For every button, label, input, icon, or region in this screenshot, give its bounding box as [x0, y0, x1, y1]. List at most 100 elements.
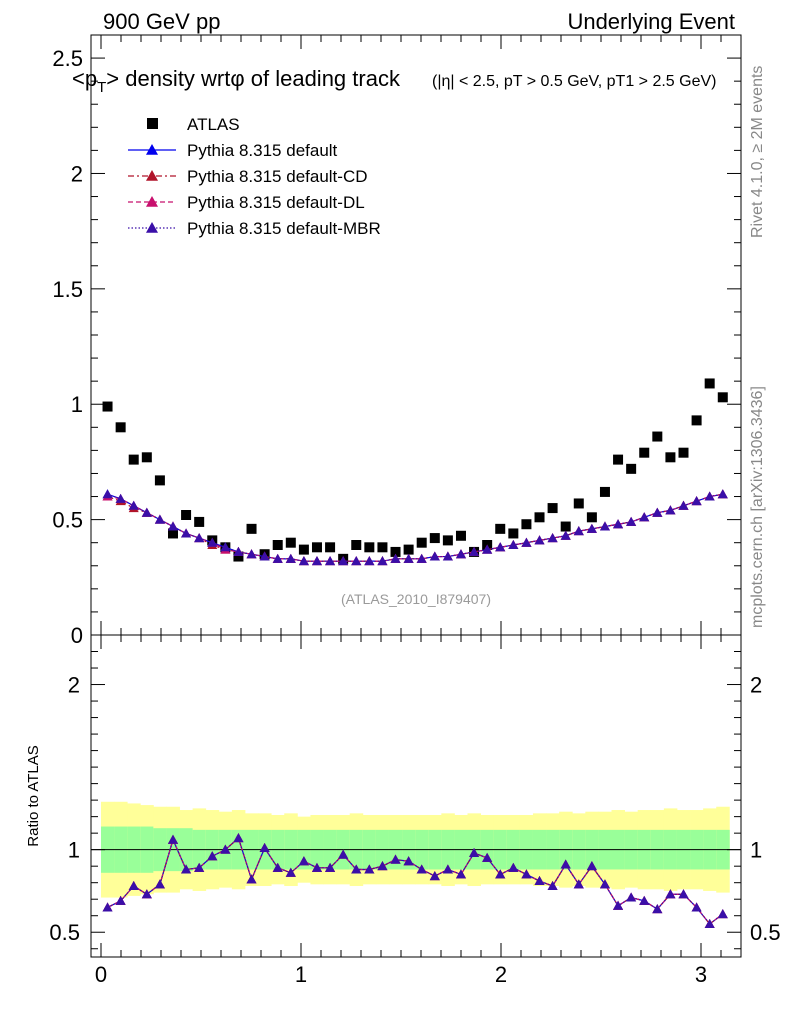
mcplots-label: mcplots.cern.ch [arXiv:1306.3436] — [749, 386, 766, 628]
mc-point-4 — [613, 519, 624, 529]
atlas-point — [416, 537, 427, 548]
atlas-point — [560, 521, 571, 532]
rivet-label: Rivet 4.1.0, ≥ 2M events — [749, 66, 766, 238]
mc-point-4 — [665, 505, 676, 515]
mc-point-4 — [652, 507, 663, 517]
ratio-point-4 — [285, 867, 296, 877]
ratio-plot-frame — [90, 634, 742, 958]
atlas-point — [233, 551, 244, 562]
atlas-point — [194, 516, 205, 527]
atlas-point — [403, 544, 414, 555]
ratio-line-4 — [107, 837, 724, 925]
mc-point-4 — [704, 491, 715, 501]
x-tick-label: 2 — [495, 962, 507, 987]
y-tick-label: 2.5 — [52, 46, 83, 71]
mc-point-4 — [246, 549, 257, 559]
atlas-point — [521, 519, 532, 530]
ratio-point-4 — [272, 862, 283, 872]
atlas-point — [652, 431, 663, 442]
ratio-y-tick-label-right: 0.5 — [750, 920, 781, 945]
mc-point-4 — [403, 553, 414, 563]
ratio-point-4 — [482, 852, 493, 862]
ratio-ylabel: Ratio to ATLAS — [25, 745, 42, 846]
legend-label: ATLAS — [187, 115, 240, 134]
mc-point-4 — [678, 500, 689, 510]
atlas-point — [128, 454, 139, 465]
title-main: <p — [72, 66, 97, 91]
mc-point-4 — [141, 507, 152, 517]
mc-point-4 — [390, 553, 401, 563]
mc-point-4 — [521, 537, 532, 547]
mc-point-4 — [429, 551, 440, 561]
atlas-point — [573, 498, 584, 509]
ratio-point-4 — [691, 902, 702, 912]
legend-label: Pythia 8.315 default-MBR — [187, 219, 381, 238]
header-left: 900 GeV pp — [103, 9, 220, 34]
mc-point-4 — [469, 546, 480, 556]
ratio-point-4 — [207, 851, 218, 861]
atlas-point — [325, 542, 336, 553]
ratio-point-4 — [442, 864, 453, 874]
mc-point-4 — [194, 533, 205, 543]
mc-point-4 — [547, 533, 558, 543]
ratio-point-4 — [599, 879, 610, 889]
cuts-label: (|η| < 2.5, pT > 0.5 GeV, pT1 > 2.5 GeV) — [432, 73, 716, 90]
atlas-point — [168, 528, 178, 539]
mc-point-4 — [115, 493, 126, 503]
legend-marker — [146, 196, 158, 207]
ratio-point-4 — [416, 864, 427, 874]
mc-point-4 — [573, 526, 584, 536]
ratio-point-4 — [168, 834, 178, 844]
ratio-point-4 — [586, 861, 597, 871]
mc-point-4 — [442, 551, 453, 561]
atlas-point — [691, 415, 702, 426]
atlas-point — [665, 452, 676, 463]
atlas-point — [717, 392, 728, 403]
ratio-point-4 — [455, 869, 466, 879]
atlas-point — [377, 542, 388, 553]
mc-point-4 — [338, 556, 349, 566]
ratio-point-4 — [469, 847, 480, 857]
atlas-point — [154, 475, 165, 486]
mc-line-2 — [107, 493, 723, 562]
atlas-point — [115, 422, 126, 433]
atlas-point — [613, 454, 624, 465]
atlas-point — [599, 486, 610, 497]
header-right: Underlying Event — [567, 9, 735, 34]
mc-point-4 — [377, 556, 388, 566]
ratio-point-4 — [652, 904, 663, 914]
ratio-point-4 — [390, 854, 401, 864]
plot-title: <pT> density wrtφ of leading track — [72, 66, 401, 96]
legend-label: Pythia 8.315 default-DL — [187, 193, 365, 212]
atlas-point — [586, 512, 597, 523]
legend-label: Pythia 8.315 default-CD — [187, 167, 368, 186]
ratio-point-4 — [154, 879, 165, 889]
legend-label: Pythia 8.315 default — [187, 141, 338, 160]
mc-point-4 — [233, 546, 244, 556]
atlas-point — [364, 542, 375, 553]
ratio-point-4 — [194, 862, 205, 872]
mc-point-4 — [285, 553, 296, 563]
ratio-point-4 — [521, 869, 532, 879]
ratio-point-4 — [429, 871, 440, 881]
mc-point-4 — [482, 544, 493, 554]
ratio-point-4 — [220, 844, 231, 854]
atlas-point — [429, 533, 440, 544]
ratio-point-4 — [128, 880, 139, 890]
atlas-point — [390, 546, 401, 557]
ratio-y-tick-label: 1 — [68, 838, 80, 863]
ratio-point-4 — [665, 889, 676, 899]
ratio-y-tick-label: 2 — [68, 673, 80, 698]
atlas-point — [547, 503, 558, 514]
analysis-watermark: (ATLAS_2010_I879407) — [341, 591, 491, 607]
ratio-point-4 — [377, 861, 388, 871]
mc-point-4 — [626, 516, 637, 526]
title-rest: > density wrtφ of leading track — [106, 66, 401, 91]
main-series — [102, 378, 728, 566]
atlas-point — [351, 540, 362, 550]
atlas-point — [534, 512, 545, 523]
ratio-point-4 — [678, 889, 689, 899]
ratio-point-4 — [495, 869, 506, 879]
mc-point-4 — [325, 556, 336, 566]
